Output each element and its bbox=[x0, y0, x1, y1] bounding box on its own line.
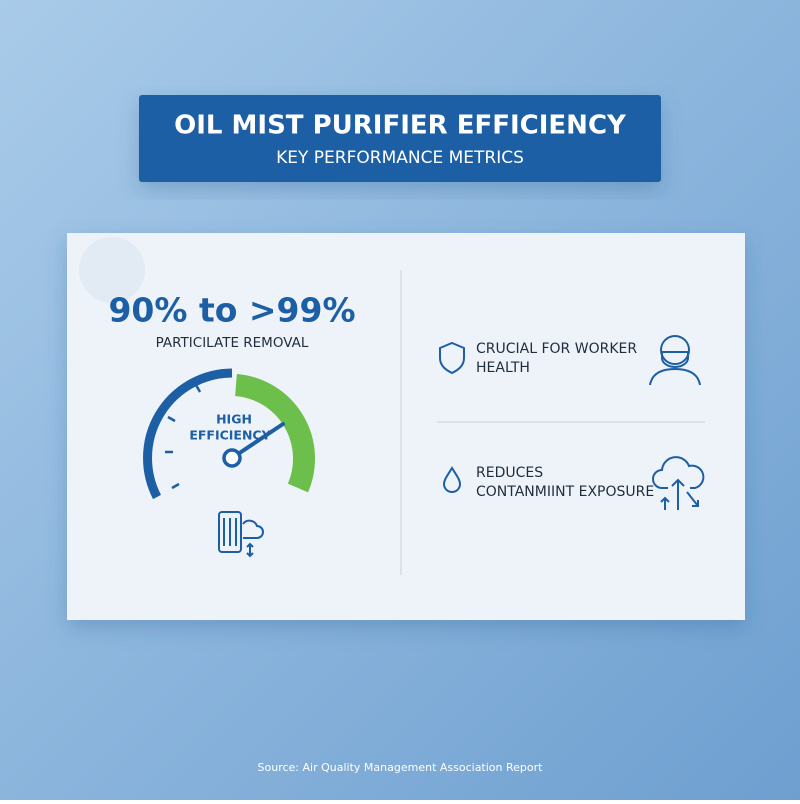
gauge-ticks bbox=[165, 384, 202, 490]
header-box bbox=[139, 95, 661, 182]
gauge-hub bbox=[222, 448, 242, 468]
worker-icon bbox=[649, 335, 701, 386]
subtitle: KEY PERFORMANCE METRICS bbox=[276, 148, 524, 168]
gauge-arc-green bbox=[234, 374, 315, 493]
gauge-arc-blue bbox=[143, 368, 233, 500]
metric-label: PARTICILATE REMOVAL bbox=[156, 335, 309, 351]
item-text: CRUCIAL FOR WORKER bbox=[476, 341, 637, 357]
source: Source: Air Quality Management Associati… bbox=[258, 761, 544, 774]
gauge-needle bbox=[230, 422, 285, 460]
title: OIL MIST PURIFIER EFFICIENCY bbox=[174, 111, 627, 141]
cloud-icon bbox=[652, 456, 705, 510]
decor-circle bbox=[79, 237, 145, 303]
drop-icon bbox=[442, 466, 462, 493]
item-text: CONTANMIINT EXPOSURE bbox=[476, 484, 654, 500]
shield-icon bbox=[439, 341, 465, 375]
card bbox=[67, 233, 745, 620]
metric-value: 90% to >99% bbox=[108, 291, 355, 330]
gauge-label: HIGH bbox=[216, 412, 252, 427]
gauge-label: EFFICIENCY bbox=[189, 428, 271, 443]
item-text: REDUCES bbox=[476, 465, 543, 481]
item-text: HEALTH bbox=[476, 360, 530, 376]
filter-icon bbox=[218, 511, 264, 558]
